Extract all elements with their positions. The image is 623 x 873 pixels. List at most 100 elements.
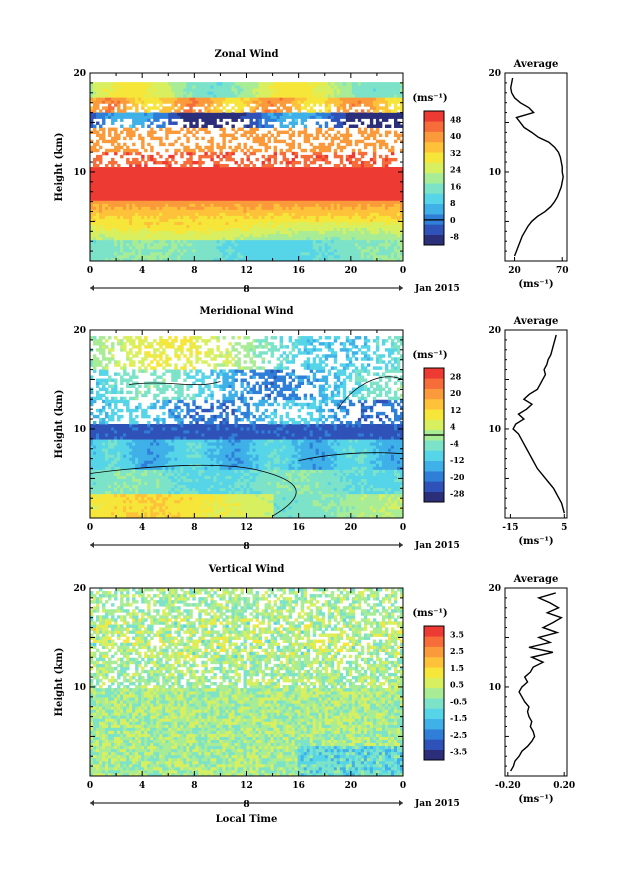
heatmap-cell [273,109,277,113]
heatmap-cell [333,185,338,189]
heatmap-cell [261,233,265,238]
heatmap-cell [294,106,299,110]
heatmap-cell [138,176,142,180]
heatmap-cell [393,167,398,171]
heatmap-cell [186,160,190,165]
heatmap-cell [234,203,238,207]
heatmap-cell [90,185,94,189]
heatmap-cell [342,167,347,171]
heatmap-cell [249,151,253,156]
heatmap-cell [267,100,271,104]
heatmap-cell [183,254,187,259]
heatmap-cell [168,173,172,177]
heatmap-cell [339,185,344,189]
heatmap-cell [279,206,284,210]
heatmap-cell [114,242,118,247]
heatmap-cell [168,206,172,210]
heatmap-cell [120,227,124,232]
heatmap-cell [144,254,148,259]
heatmap-cell [345,157,350,162]
heatmap-cell [282,188,287,192]
heatmap-cell [285,257,290,262]
heatmap-cell [330,218,335,222]
heatmap-cell [378,100,383,104]
heatmap-cell [276,257,281,262]
heatmap-cell [210,221,214,226]
heatmap-cell [315,127,320,132]
heatmap-cell [291,145,296,150]
heatmap-cell [252,254,256,259]
heatmap-cell [162,94,166,98]
heatmap-cell [117,245,121,250]
heatmap-cell [273,136,277,141]
heatmap-cell [90,233,94,238]
heatmap-cell [207,200,211,204]
heatmap-cell [102,251,106,256]
heatmap-cell [114,197,118,201]
heatmap-cell [102,248,106,253]
heatmap-cell [189,154,193,159]
heatmap-cell [351,239,356,244]
heatmap-cell [258,97,262,101]
heatmap-cell [354,206,359,210]
heatmap-cell [348,103,353,107]
heatmap-cell [255,221,259,226]
heatmap-cell [114,215,118,219]
heatmap-cell [294,94,299,98]
heatmap-cell [192,245,196,250]
heatmap-cell [222,163,226,168]
heatmap-cell [90,191,94,195]
heatmap-cell [252,179,256,183]
heatmap-cell [333,82,338,86]
heatmap-cell [234,218,238,222]
heatmap-cell [165,127,169,132]
heatmap-cell [288,257,293,262]
heatmap-cell [306,215,311,219]
heatmap-cell [99,248,103,253]
heatmap-cell [198,215,202,219]
heatmap-cell [270,209,274,213]
heatmap-cell [384,112,389,116]
heatmap-cell [135,197,139,201]
heatmap-cell [138,245,142,250]
heatmap-cell [234,82,238,86]
heatmap-cell [378,170,383,174]
heatmap-cell [336,212,341,216]
heatmap-cell [93,212,97,216]
heatmap-cell [186,170,190,174]
heatmap-cell [231,185,235,189]
heatmap-cell [192,115,196,119]
heatmap-cell [360,215,365,219]
heatmap-cell [183,242,187,247]
heatmap-cell [261,142,265,147]
heatmap-cell [279,194,284,198]
heatmap-cell [153,191,157,195]
heatmap-cell [276,197,281,201]
heatmap-cell [135,254,139,259]
heatmap-cell [144,209,148,213]
heatmap-cell [330,236,335,241]
heatmap-cell [237,112,241,116]
heatmap-cell [165,185,169,189]
heatmap-cell [327,167,332,171]
heatmap-cell [93,215,97,219]
heatmap-cell [93,97,97,101]
heatmap-cell [237,227,241,232]
heatmap-cell [186,136,190,141]
heatmap-cell [321,157,326,162]
heatmap-cell [309,197,314,201]
heatmap-cell [156,188,160,192]
heatmap-cell [207,209,211,213]
heatmap-cell [363,136,368,141]
heatmap-cell [372,191,377,195]
heatmap-cell [282,130,287,135]
heatmap-cell [198,154,202,159]
heatmap-cell [273,100,277,104]
heatmap-cell [168,176,172,180]
heatmap-cell [144,203,148,207]
heatmap-cell [375,106,380,110]
heatmap-cell [162,248,166,253]
heatmap-cell [126,221,130,226]
heatmap-cell [354,88,359,92]
heatmap-cell [198,115,202,119]
